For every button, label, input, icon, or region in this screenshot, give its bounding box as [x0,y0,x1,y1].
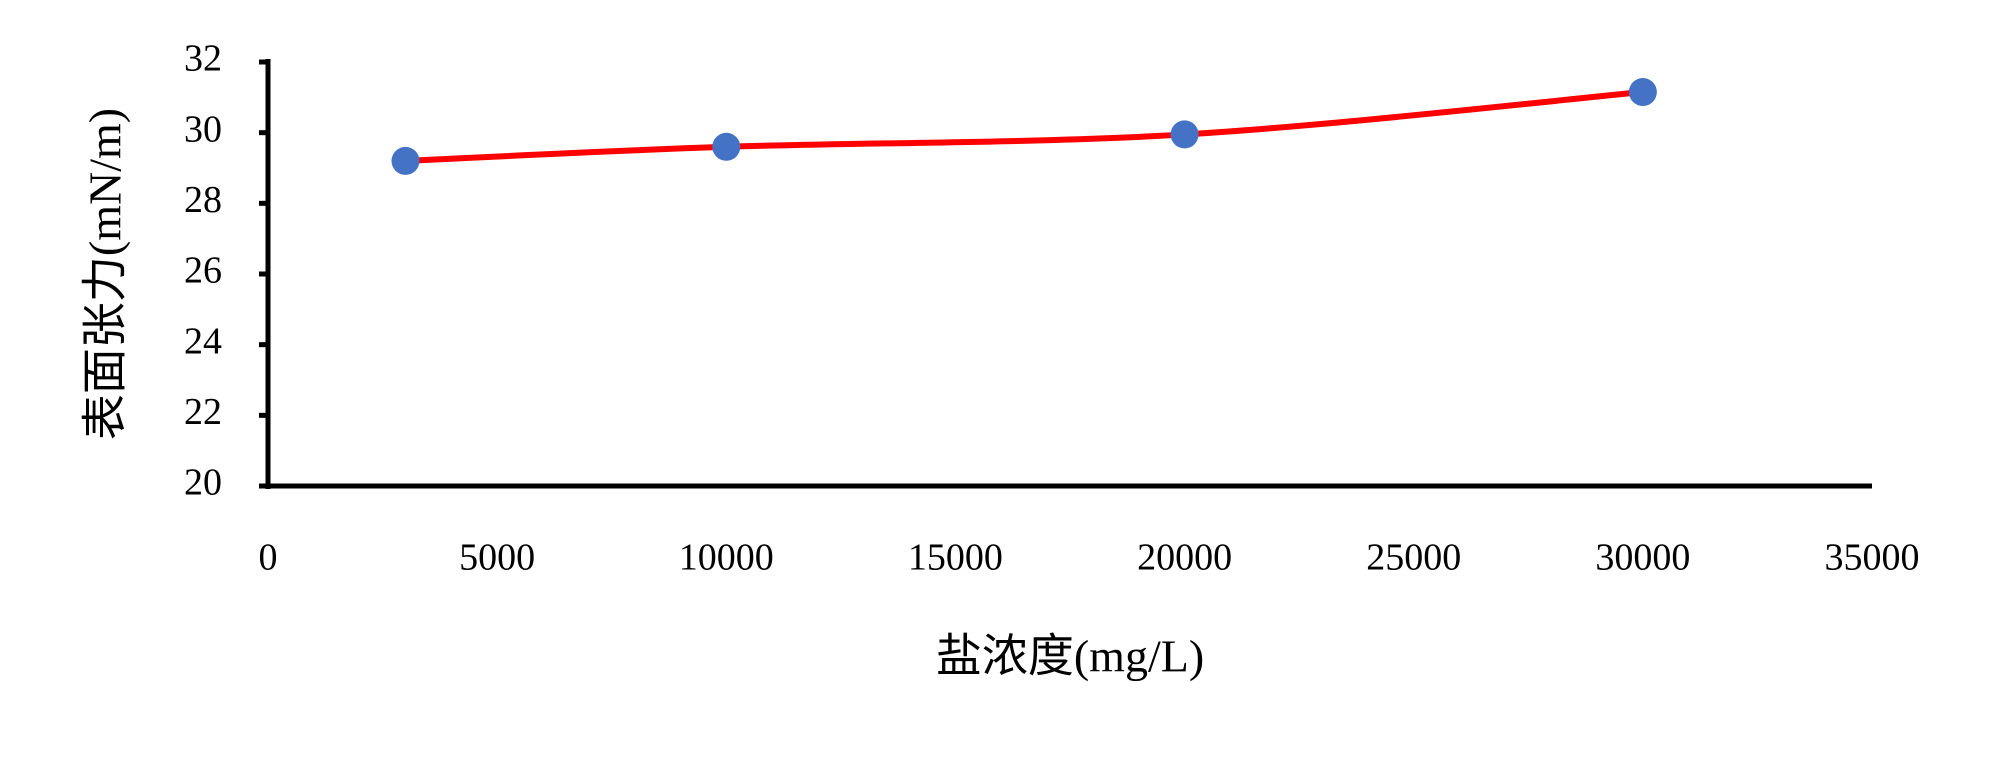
x-axis-title: 盐浓度(mg/L) [936,631,1204,682]
x-tick-label: 30000 [1595,537,1690,579]
x-tick-label: 35000 [1825,537,1920,579]
series-line [405,89,1644,164]
y-tick-label: 32 [184,38,222,80]
x-tick-label: 10000 [679,537,774,579]
x-tick-label: 15000 [908,537,1003,579]
x-tick-label: 25000 [1366,537,1461,579]
y-tick-label: 24 [184,320,222,362]
y-tick-label: 30 [184,108,222,150]
data-point [391,146,420,175]
y-tick-label: 26 [184,250,222,292]
data-point [1170,120,1199,149]
y-tick-label: 22 [184,391,222,433]
x-tick-label: 20000 [1137,537,1232,579]
data-point [1628,78,1657,107]
y-tick-label: 20 [184,462,222,504]
y-axis-title: 表面张力(mN/m) [80,108,131,440]
y-tick-label: 28 [184,179,222,221]
data-point [712,132,741,161]
x-tick-label: 5000 [459,537,535,579]
x-tick-label: 0 [259,537,278,579]
